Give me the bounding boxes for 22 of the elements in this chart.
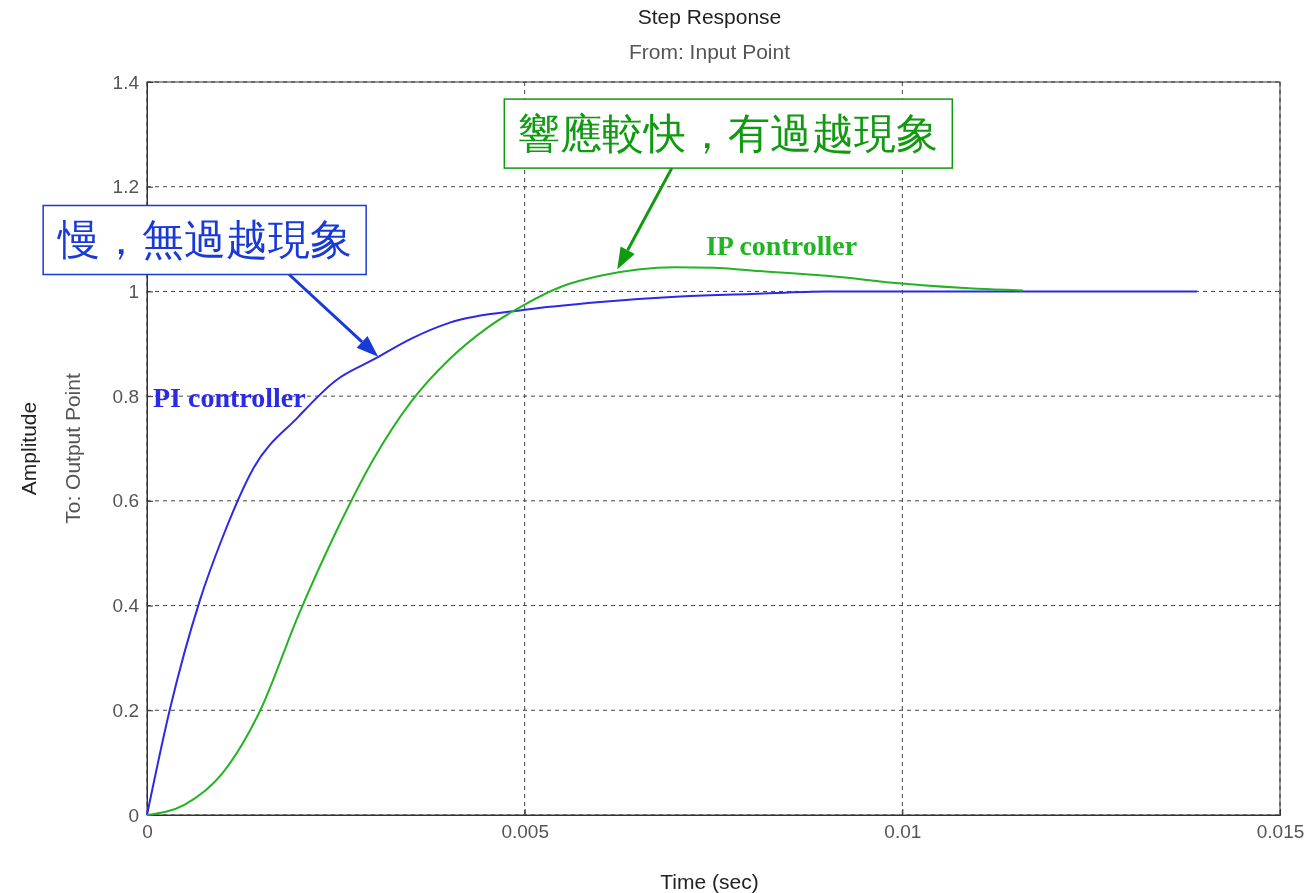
y-axis-title: Amplitude — [17, 401, 40, 496]
line-series — [146, 266, 1025, 816]
line-series — [146, 290, 1198, 816]
text: To: Output Point — [61, 373, 84, 524]
chart-subtitle: From: Input Point — [628, 40, 791, 63]
x-tick-label: 0.015 — [1256, 821, 1305, 843]
y-tick-label: 0.4 — [112, 595, 140, 617]
x-axis-title: Time (sec) — [660, 870, 759, 893]
y-tick-label: 0 — [128, 804, 139, 826]
y-tick-label: 1 — [128, 281, 139, 303]
x-tick-label: 0.01 — [884, 821, 922, 843]
series-label: IP controller — [705, 229, 858, 261]
x-tick-label: 0.005 — [501, 821, 549, 843]
annotation: 慢，無過越現象 — [57, 215, 353, 265]
y-tick-label: 1.4 — [112, 71, 140, 93]
y-tick-label: 0.6 — [112, 490, 139, 512]
y-tick-label: 0.2 — [112, 699, 139, 721]
annotation: 響應較快，有過越現象 — [518, 109, 939, 159]
chart-title: Step Response — [637, 5, 782, 28]
y-tick-label: 0.8 — [112, 385, 139, 407]
y-tick-label: 1.2 — [112, 176, 139, 198]
series-label: PI controller — [153, 381, 306, 413]
